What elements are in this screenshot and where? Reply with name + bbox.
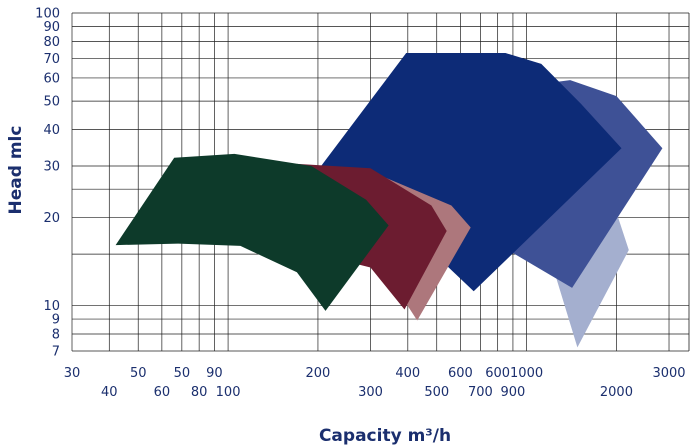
- x-tick-label: 30: [64, 366, 81, 381]
- x-tick-label: 400: [395, 366, 420, 381]
- x-tick-label: 40: [101, 385, 118, 400]
- x-tick-label: 2000: [600, 385, 633, 400]
- x-tick-label: 300: [358, 385, 383, 400]
- series-area-5: [115, 153, 389, 311]
- x-tick-label: 700: [468, 385, 493, 400]
- x-tick-labels: 3040506050809010020030040050060070060090…: [64, 366, 686, 400]
- x-tick-label: 200: [306, 366, 331, 381]
- y-tick-label: 60: [43, 71, 60, 86]
- y-tick-label: 90: [43, 20, 60, 35]
- x-tick-label: 90: [206, 366, 223, 381]
- x-tick-label: 50: [174, 366, 191, 381]
- y-tick-label: 80: [43, 35, 60, 50]
- x-axis-title: Capacity m³/h: [319, 426, 451, 446]
- y-tick-label: 9: [52, 313, 60, 328]
- x-tick-label: 500: [424, 385, 449, 400]
- y-tick-label: 30: [43, 160, 60, 175]
- y-tick-label: 100: [35, 7, 60, 22]
- y-tick-label: 20: [43, 211, 60, 226]
- y-tick-label: 70: [43, 52, 60, 67]
- performance-areas: [115, 53, 663, 348]
- y-axis-title: Head mlc: [6, 126, 26, 215]
- y-tick-label: 7: [52, 345, 60, 360]
- y-tick-label: 10: [43, 299, 60, 314]
- y-tick-label: 8: [52, 328, 60, 343]
- y-tick-label: 50: [43, 95, 60, 110]
- x-tick-label: 100: [216, 385, 241, 400]
- x-tick-label: 80: [191, 385, 208, 400]
- x-tick-label: 600: [485, 366, 510, 381]
- x-tick-label: 1000: [510, 366, 543, 381]
- x-tick-label: 600: [448, 366, 473, 381]
- series-area-2: [321, 53, 622, 292]
- y-tick-label: 40: [43, 123, 60, 138]
- x-tick-label: 3000: [652, 366, 685, 381]
- x-tick-label: 900: [501, 385, 526, 400]
- x-tick-label: 60: [154, 385, 171, 400]
- x-tick-label: 50: [130, 366, 147, 381]
